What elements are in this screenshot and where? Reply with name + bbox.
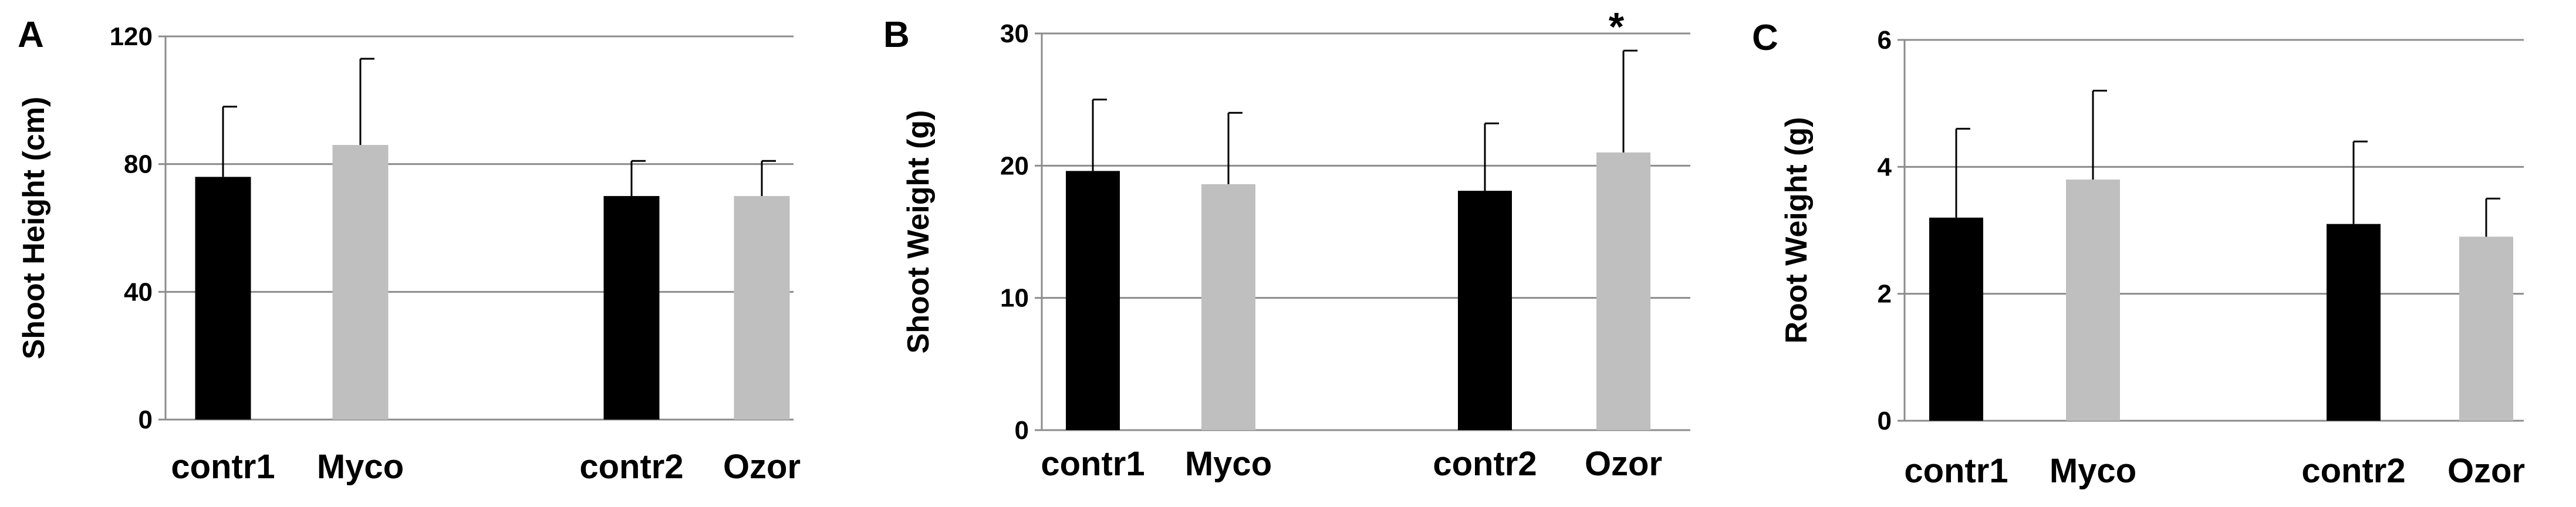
bar-contr1 xyxy=(195,177,251,420)
bar-ozor xyxy=(2459,236,2513,421)
y-tick-label: 40 xyxy=(124,278,153,306)
bar-contr2 xyxy=(603,196,660,420)
bar-ozor xyxy=(734,196,790,420)
category-label: Myco xyxy=(317,448,404,486)
y-tick-label: 120 xyxy=(110,22,153,51)
category-label: Ozor xyxy=(1585,445,1662,483)
category-label: contr1 xyxy=(1904,452,2008,490)
y-tick-label: 20 xyxy=(1000,151,1029,180)
y-axis-label: Root Weight (g) xyxy=(1780,117,1814,343)
significance-marker: * xyxy=(1609,4,1625,49)
bar-myco xyxy=(332,145,389,420)
y-tick-label: 80 xyxy=(124,150,153,179)
y-tick-label: 6 xyxy=(1878,26,1892,55)
category-label: contr2 xyxy=(1433,445,1537,483)
panel-label: A xyxy=(18,15,44,55)
category-label: contr1 xyxy=(171,448,275,486)
category-label: Ozor xyxy=(2447,452,2525,490)
category-label: Myco xyxy=(1185,445,1272,483)
y-axis-label: Shoot Height (cm) xyxy=(17,97,51,360)
chart-panel-a: A 0 40 80 120 Shoot Height (cm) contr1 Myco cont… xyxy=(17,15,801,486)
bar-myco xyxy=(2066,179,2120,421)
bar-contr2 xyxy=(2327,224,2381,421)
bar-myco xyxy=(1201,184,1255,430)
bar-contr1 xyxy=(1066,171,1120,430)
y-tick-label: 0 xyxy=(1878,407,1892,435)
y-tick-label: 2 xyxy=(1878,280,1892,309)
y-tick-label: 0 xyxy=(139,405,153,434)
y-tick-label: 30 xyxy=(1000,19,1029,48)
y-axis-label: Shoot Weight (g) xyxy=(902,110,936,354)
chart-panel-c: C 0 2 4 6 Root Weight (g) contr1 Myco contr2 Ozor xyxy=(1752,18,2525,490)
category-label: Myco xyxy=(2050,452,2136,490)
category-label: contr2 xyxy=(2301,452,2405,490)
bar-contr1 xyxy=(1929,217,1983,421)
bar-contr2 xyxy=(1458,191,1512,430)
y-tick-label: 4 xyxy=(1878,153,1892,181)
category-label: contr1 xyxy=(1041,445,1144,483)
y-tick-label: 10 xyxy=(1000,284,1029,313)
chart-panel-b: B 0 10 20 30 Shoot Weight (g) contr1 Myco contr2… xyxy=(883,4,1690,483)
y-tick-label: 0 xyxy=(1015,416,1029,445)
panel-label: B xyxy=(883,15,910,55)
category-label: Ozor xyxy=(723,448,801,486)
category-label: contr2 xyxy=(579,448,683,486)
bar-ozor xyxy=(1596,152,1650,430)
panel-label: C xyxy=(1752,18,1778,58)
